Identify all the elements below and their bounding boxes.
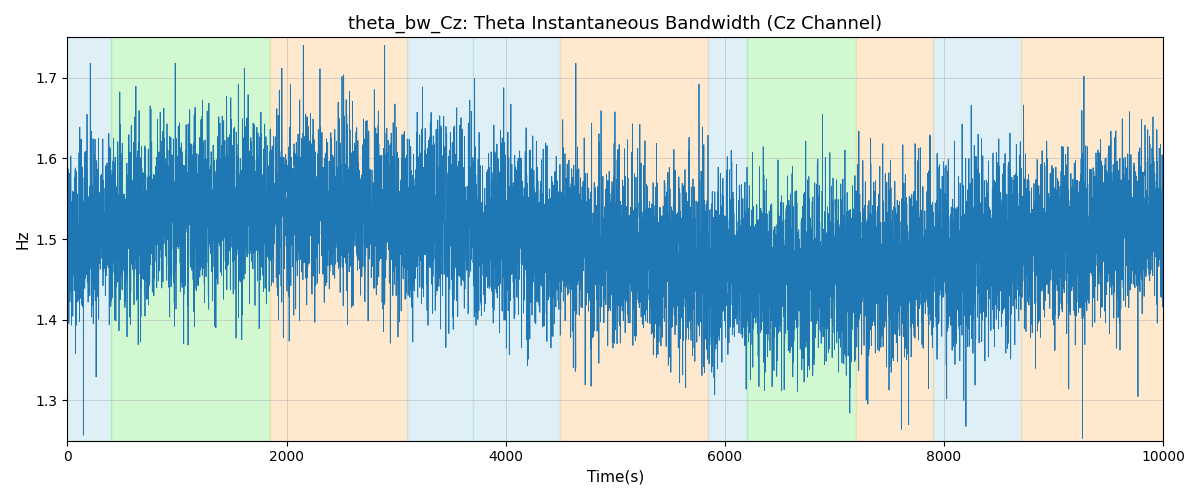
Y-axis label: Hz: Hz <box>16 230 30 249</box>
Bar <box>407 38 473 440</box>
Bar <box>270 38 407 440</box>
Bar <box>932 38 1021 440</box>
Bar <box>112 38 270 440</box>
Bar <box>857 38 932 440</box>
Bar <box>708 38 746 440</box>
X-axis label: Time(s): Time(s) <box>587 470 644 485</box>
Bar <box>1021 38 1163 440</box>
Bar <box>67 38 112 440</box>
Bar <box>560 38 708 440</box>
Title: theta_bw_Cz: Theta Instantaneous Bandwidth (Cz Channel): theta_bw_Cz: Theta Instantaneous Bandwid… <box>348 15 882 34</box>
Bar <box>746 38 857 440</box>
Bar <box>473 38 560 440</box>
